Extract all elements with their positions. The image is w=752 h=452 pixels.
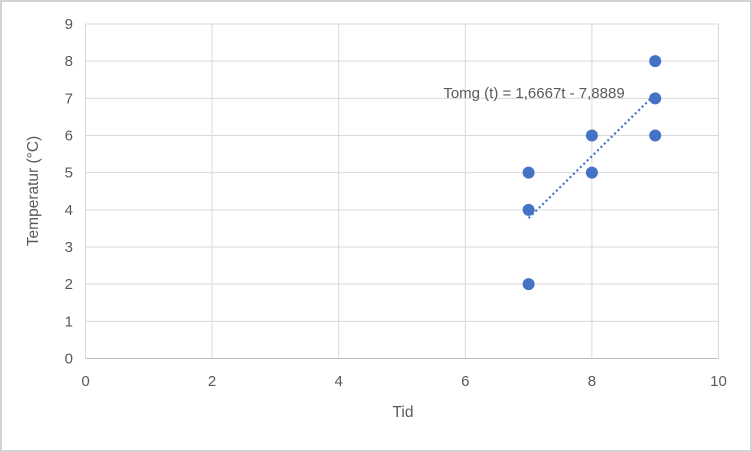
data-point-8-6 (585, 129, 598, 142)
x-tick-label-6: 6 (461, 373, 469, 390)
y-tick-label-0: 0 (65, 351, 73, 368)
y-tick-label-1: 1 (65, 313, 73, 330)
y-tick-labels: 0 1 2 3 4 5 6 7 8 9 (65, 16, 73, 368)
y-tick-label-3: 3 (65, 239, 73, 256)
y-tick-label-4: 4 (65, 202, 73, 219)
y-tick-label-6: 6 (65, 128, 73, 145)
data-point-8-5 (585, 166, 598, 179)
x-tick-label-8: 8 (588, 373, 596, 390)
trendline (527, 93, 656, 219)
y-tick-label-7: 7 (65, 90, 73, 107)
data-point-7-5 (522, 166, 535, 179)
y-axis-title: Temperatur (°C) (25, 136, 42, 246)
y-tick-label-8: 8 (65, 53, 73, 70)
data-point-7-4 (522, 203, 535, 216)
x-tick-label-2: 2 (208, 373, 216, 390)
y-tick-label-5: 5 (65, 165, 73, 182)
x-axis-title: Tid (393, 404, 414, 421)
data-point-9-6 (649, 129, 662, 142)
x-tick-labels: 0 2 4 6 8 10 (81, 373, 727, 390)
trendline-equation-label: Tomg (t) = 1,6667t - 7,8889 (443, 85, 624, 102)
data-point-9-7 (649, 92, 662, 105)
gridlines (85, 23, 719, 359)
data-point-7-2 (522, 278, 535, 291)
y-tick-label-9: 9 (65, 16, 73, 33)
data-point-9-8 (649, 55, 662, 68)
x-tick-label-0: 0 (81, 373, 89, 390)
x-tick-label-4: 4 (335, 373, 343, 390)
trendline-layer (527, 93, 656, 219)
data-points (522, 55, 662, 291)
x-tick-label-10: 10 (710, 373, 727, 390)
y-tick-label-2: 2 (65, 276, 73, 293)
